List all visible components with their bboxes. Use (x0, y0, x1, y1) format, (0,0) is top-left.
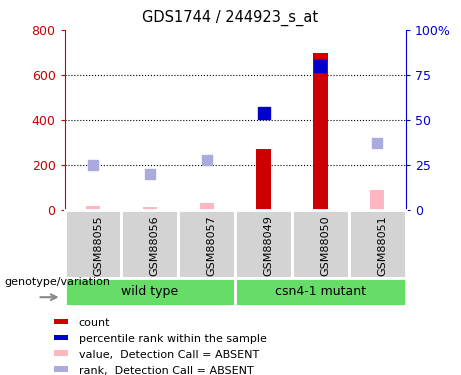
Bar (349, 210, 406, 278)
Bar (54, 366, 68, 372)
Text: percentile rank within the sample: percentile rank within the sample (78, 334, 266, 344)
Bar (313, 207, 327, 210)
Bar (370, 190, 384, 210)
Bar (235, 210, 292, 278)
Text: genotype/variation: genotype/variation (5, 277, 111, 287)
Text: GSM88049: GSM88049 (264, 215, 273, 276)
Bar (54, 351, 68, 356)
Text: rank,  Detection Call = ABSENT: rank, Detection Call = ABSENT (78, 366, 253, 375)
Bar (54, 334, 68, 340)
Text: GSM88056: GSM88056 (150, 215, 160, 276)
Bar (86, 206, 100, 210)
Text: GSM88051: GSM88051 (377, 215, 387, 276)
Bar (200, 203, 214, 210)
Bar (143, 207, 157, 210)
Text: GSM88055: GSM88055 (93, 215, 103, 276)
Text: count: count (78, 318, 110, 328)
Text: value,  Detection Call = ABSENT: value, Detection Call = ABSENT (78, 350, 259, 360)
Bar (313, 53, 327, 210)
Bar (65, 210, 121, 278)
Bar (292, 210, 349, 278)
Text: wild type: wild type (121, 285, 178, 298)
Bar (54, 319, 68, 324)
Bar (235, 278, 406, 306)
Text: csn4-1 mutant: csn4-1 mutant (275, 285, 366, 298)
Bar (178, 210, 235, 278)
Bar (65, 278, 235, 306)
Text: GDS1744 / 244923_s_at: GDS1744 / 244923_s_at (142, 9, 319, 26)
Bar (121, 210, 178, 278)
Text: GSM88050: GSM88050 (320, 215, 331, 276)
Bar (256, 149, 271, 210)
Text: GSM88057: GSM88057 (207, 215, 217, 276)
